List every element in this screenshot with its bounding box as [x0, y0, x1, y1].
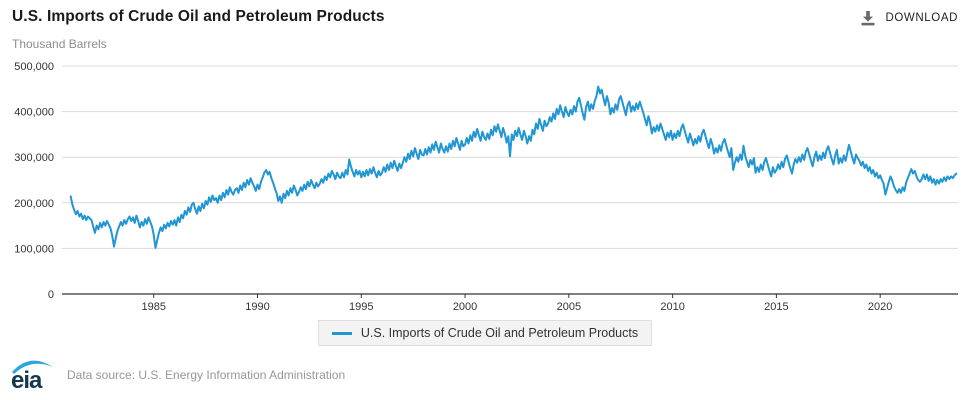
- legend-item[interactable]: U.S. Imports of Crude Oil and Petroleum …: [317, 320, 653, 346]
- svg-text:2015: 2015: [764, 301, 788, 313]
- x-axis: 1985 1990 1995 2000 2005 2010 2015 2020: [62, 293, 958, 313]
- y-axis-labels: 0 100,000 200,000 300,000 400,000 500,000: [14, 61, 54, 301]
- svg-text:2020: 2020: [868, 301, 892, 313]
- svg-text:2010: 2010: [660, 301, 684, 313]
- legend-label: U.S. Imports of Crude Oil and Petroleum …: [360, 326, 639, 340]
- svg-text:1995: 1995: [349, 301, 373, 313]
- svg-text:100,000: 100,000: [14, 243, 54, 255]
- svg-text:1990: 1990: [245, 301, 269, 313]
- line-chart: 0 100,000 200,000 300,000 400,000 500,000 1985…: [14, 61, 958, 313]
- svg-text:2005: 2005: [557, 301, 581, 313]
- chart-footer: eia Data source: U.S. Energy Information…: [9, 356, 345, 394]
- svg-text:200,000: 200,000: [14, 198, 54, 210]
- svg-text:400,000: 400,000: [14, 107, 54, 119]
- chart-header: U.S. Imports of Crude Oil and Petroleum …: [12, 8, 958, 28]
- download-label: DOWNLOAD: [885, 12, 958, 24]
- data-line: [69, 85, 958, 249]
- y-axis-unit-label: Thousand Barrels: [12, 37, 107, 51]
- svg-text:2000: 2000: [453, 301, 477, 313]
- download-icon: [861, 11, 875, 26]
- svg-text:500,000: 500,000: [14, 61, 54, 73]
- legend: U.S. Imports of Crude Oil and Petroleum …: [0, 320, 970, 346]
- svg-text:1985: 1985: [141, 301, 165, 313]
- data-source-text: Data source: U.S. Energy Information Adm…: [67, 368, 346, 382]
- svg-text:0: 0: [48, 289, 54, 301]
- eia-logo-swoosh: [12, 360, 53, 374]
- page-title: U.S. Imports of Crude Oil and Petroleum …: [12, 8, 385, 25]
- legend-line-marker: [331, 331, 352, 335]
- download-button[interactable]: DOWNLOAD: [860, 8, 958, 28]
- eia-logo: eia: [11, 360, 53, 394]
- eia-logo-text: eia: [11, 367, 43, 394]
- svg-text:300,000: 300,000: [14, 152, 54, 164]
